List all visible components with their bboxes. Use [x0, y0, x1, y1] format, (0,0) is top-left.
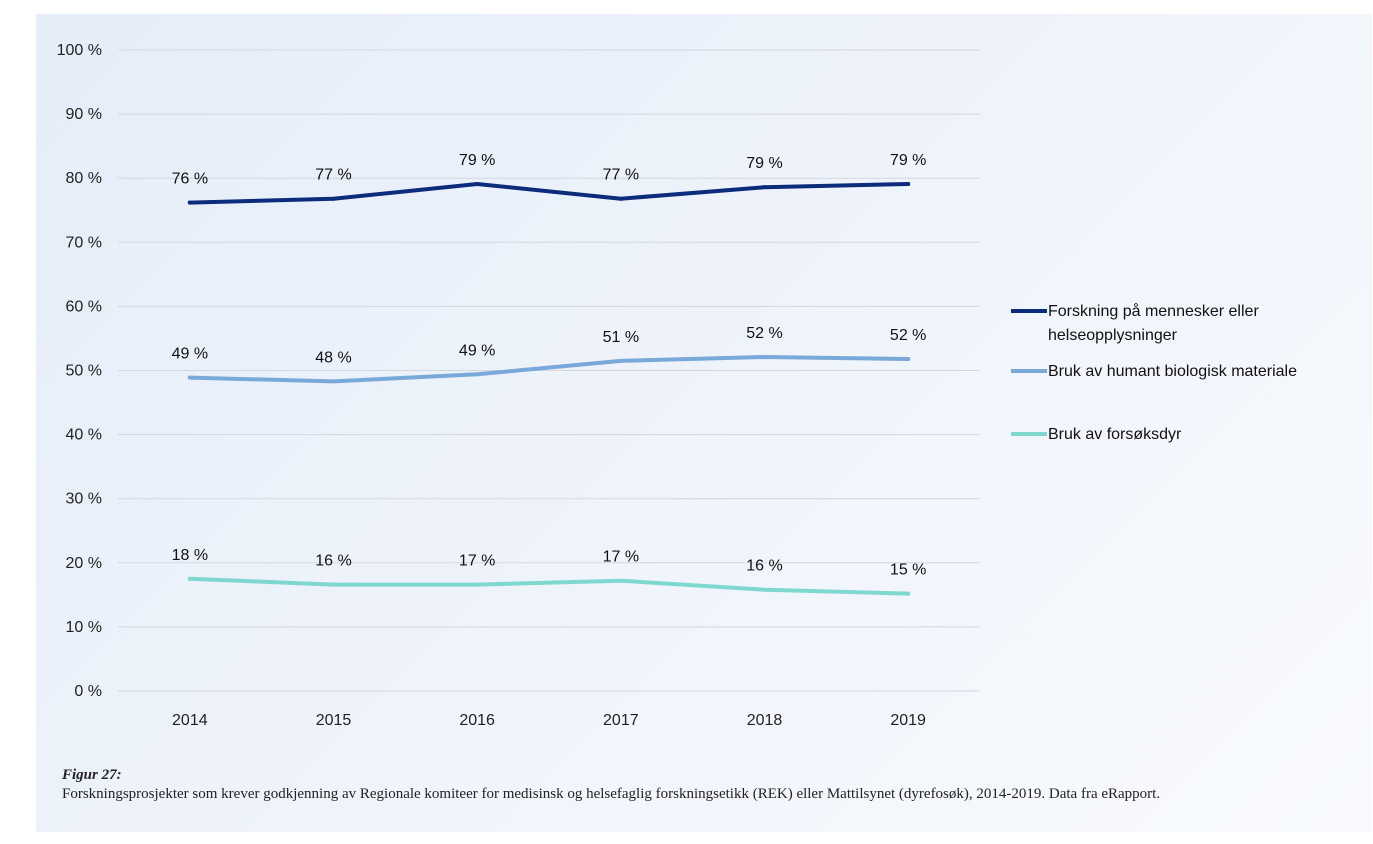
legend-label: Bruk av forsøksdyr	[1048, 426, 1182, 443]
x-tick-label: 2019	[890, 712, 926, 729]
y-tick-label: 40 %	[66, 427, 102, 444]
x-tick-label: 2017	[603, 712, 639, 729]
series-line	[187, 355, 911, 384]
y-tick-label: 80 %	[66, 170, 102, 187]
y-tick-label: 0 %	[74, 683, 102, 700]
y-tick-label: 50 %	[66, 363, 102, 380]
data-point	[906, 591, 911, 596]
data-point	[618, 578, 623, 583]
data-point	[762, 587, 767, 592]
y-tick-label: 90 %	[66, 106, 102, 123]
data-label: 18 %	[172, 547, 208, 564]
data-label: 77 %	[603, 167, 639, 184]
data-label: 77 %	[315, 167, 351, 184]
data-point	[618, 196, 623, 201]
data-label: 49 %	[459, 342, 495, 359]
data-point	[475, 582, 480, 587]
figure-caption: Figur 27: Forskningsprosjekter som kreve…	[62, 766, 1352, 804]
data-point	[187, 200, 192, 205]
y-tick-label: 60 %	[66, 298, 102, 315]
data-point	[762, 185, 767, 190]
series-line	[187, 576, 911, 596]
data-label: 17 %	[459, 553, 495, 570]
y-tick-label: 70 %	[66, 234, 102, 251]
series-line	[187, 182, 911, 205]
figure-panel: 0 % 10 % 20 % 30 % 40 % 50 % 60 % 70 % 80 % 90 % 1…	[36, 14, 1372, 832]
data-label: 76 %	[172, 171, 208, 188]
x-tick-label: 2016	[459, 712, 495, 729]
data-point	[475, 181, 480, 186]
caption-label: Figur 27:	[62, 767, 122, 783]
data-point	[475, 372, 480, 377]
data-label: 15 %	[890, 562, 926, 579]
line-chart: 0 % 10 % 20 % 30 % 40 % 50 % 60 % 70 % 80 % 90 % 1…	[57, 42, 1297, 729]
data-point	[618, 358, 623, 363]
x-tick-label: 2015	[316, 712, 352, 729]
y-tick-label: 100 %	[57, 42, 102, 59]
caption-text: Forskningsprosjekter som krever godkjenn…	[62, 786, 1161, 802]
data-label: 17 %	[603, 549, 639, 566]
data-label: 51 %	[603, 329, 639, 346]
data-point	[906, 356, 911, 361]
y-tick-label: 30 %	[66, 491, 102, 508]
data-point	[187, 576, 192, 581]
data-label: 49 %	[172, 346, 208, 363]
y-tick-label: 10 %	[66, 619, 102, 636]
data-point	[906, 181, 911, 186]
data-label: 16 %	[315, 553, 351, 570]
data-point	[187, 375, 192, 380]
data-point	[331, 196, 336, 201]
legend-label: helseopplysninger	[1048, 327, 1178, 344]
legend-label: Bruk av humant biologisk materiale	[1048, 363, 1297, 380]
x-tick-label: 2014	[172, 712, 208, 729]
data-label: 52 %	[746, 325, 782, 342]
data-label: 79 %	[459, 152, 495, 169]
data-label: 16 %	[746, 558, 782, 575]
data-point	[331, 582, 336, 587]
data-point	[762, 355, 767, 360]
legend-label: Forskning på mennesker eller	[1048, 302, 1259, 320]
data-label: 79 %	[890, 152, 926, 169]
x-tick-label: 2018	[747, 712, 783, 729]
data-label: 79 %	[746, 155, 782, 172]
data-point	[331, 379, 336, 384]
data-label: 52 %	[890, 327, 926, 344]
data-label: 48 %	[315, 349, 351, 366]
y-tick-label: 20 %	[66, 555, 102, 572]
